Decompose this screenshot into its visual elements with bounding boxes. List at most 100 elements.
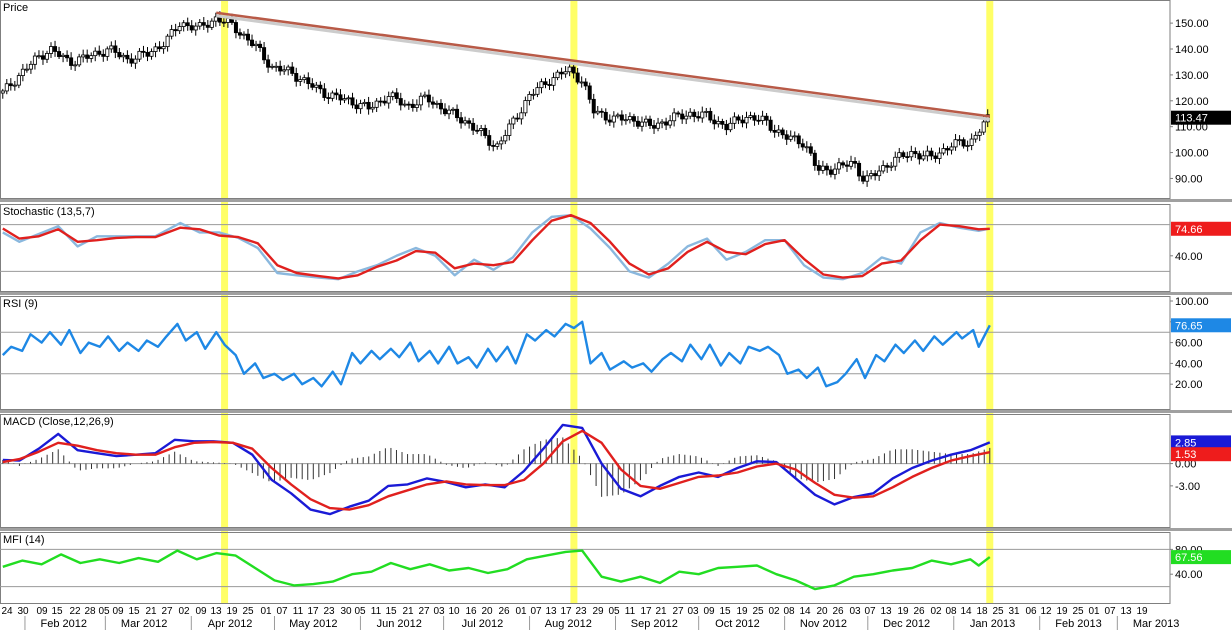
candle-body-56 bbox=[225, 17, 230, 23]
x-day-tick-51: 20 bbox=[816, 606, 828, 617]
candle-body-174 bbox=[700, 111, 705, 119]
x-day-tick-10: 27 bbox=[161, 606, 173, 617]
x-day-tick-28: 10 bbox=[448, 606, 460, 617]
candle-body-199 bbox=[800, 143, 805, 148]
candle-body-12 bbox=[49, 46, 54, 54]
candle-body-163 bbox=[656, 122, 661, 129]
series-line-1-1 bbox=[2, 214, 990, 280]
candle-body-81 bbox=[326, 97, 331, 99]
candle-body-13 bbox=[53, 46, 58, 52]
candle-body-188 bbox=[756, 119, 761, 122]
y-tick-label-1-0: 40.00 bbox=[1175, 251, 1203, 263]
candle-body-179 bbox=[720, 121, 725, 125]
x-day-tick-30: 20 bbox=[481, 606, 493, 617]
candle-body-194 bbox=[780, 129, 785, 136]
candle-body-86 bbox=[346, 97, 351, 100]
candle-body-140 bbox=[563, 71, 568, 75]
candle-body-65 bbox=[262, 47, 267, 61]
candle-body-226 bbox=[909, 151, 914, 158]
y-tick-label-2-2: 60.00 bbox=[1175, 338, 1203, 350]
x-day-tick-55: 13 bbox=[880, 606, 892, 617]
candle-body-49 bbox=[197, 22, 202, 27]
x-day-tick-16: 01 bbox=[260, 606, 272, 617]
stochastic-last-value-bg bbox=[1171, 221, 1231, 236]
candle-body-185 bbox=[744, 116, 749, 124]
candle-body-103 bbox=[414, 104, 419, 108]
candle-body-1 bbox=[4, 83, 9, 92]
candle-body-35 bbox=[141, 50, 146, 53]
candle-body-219 bbox=[881, 165, 886, 172]
candle-body-203 bbox=[816, 165, 821, 171]
stochastic-last-value: 74.66 bbox=[1175, 224, 1203, 236]
candle-body-131 bbox=[527, 93, 532, 101]
candle-body-55 bbox=[221, 21, 226, 24]
candle-body-143 bbox=[575, 72, 580, 83]
candle-body-72 bbox=[290, 66, 295, 74]
candle-body-60 bbox=[241, 33, 246, 36]
x-day-tick-36: 23 bbox=[575, 606, 587, 617]
candle-body-70 bbox=[282, 69, 287, 72]
x-month-label-10: Dec 2012 bbox=[883, 618, 930, 630]
candle-body-24 bbox=[97, 50, 102, 55]
candle-body-43 bbox=[173, 29, 178, 32]
candle-body-148 bbox=[595, 110, 600, 114]
candle-body-15 bbox=[61, 54, 66, 57]
x-day-tick-21: 30 bbox=[340, 606, 352, 617]
candle-body-38 bbox=[153, 46, 158, 52]
candle-body-78 bbox=[314, 84, 319, 88]
candle-body-71 bbox=[286, 66, 291, 71]
candle-body-45 bbox=[181, 22, 186, 27]
candle-body-166 bbox=[668, 120, 673, 126]
x-day-tick-19: 17 bbox=[307, 606, 319, 617]
candle-body-76 bbox=[306, 77, 311, 85]
x-day-tick-71: 19 bbox=[1136, 606, 1148, 617]
candle-body-112 bbox=[451, 108, 456, 111]
candle-body-68 bbox=[274, 65, 279, 68]
candle-body-232 bbox=[933, 155, 938, 159]
candle-body-170 bbox=[684, 115, 689, 120]
x-day-tick-20: 23 bbox=[323, 606, 335, 617]
x-month-label-11: Jan 2013 bbox=[970, 618, 1015, 630]
y-tick-label-2-4: 20.00 bbox=[1175, 379, 1203, 391]
x-day-tick-58: 02 bbox=[930, 606, 942, 617]
x-day-tick-17: 07 bbox=[276, 606, 288, 617]
candle-body-98 bbox=[394, 92, 399, 99]
candle-body-113 bbox=[455, 108, 460, 119]
y-tick-label-0-5: 140.00 bbox=[1175, 44, 1209, 56]
candle-body-169 bbox=[680, 113, 685, 120]
x-month-label-2: Apr 2012 bbox=[208, 618, 253, 630]
candle-body-241 bbox=[969, 138, 974, 146]
candle-body-123 bbox=[495, 143, 500, 147]
candle-body-149 bbox=[599, 110, 604, 113]
candle-body-190 bbox=[764, 115, 769, 121]
x-day-tick-2: 09 bbox=[36, 606, 48, 617]
mfi-last-value: 67.56 bbox=[1175, 552, 1203, 564]
panel-title-0: Price bbox=[3, 2, 28, 14]
candle-body-130 bbox=[523, 100, 528, 114]
candle-body-233 bbox=[937, 152, 942, 159]
candle-body-135 bbox=[543, 81, 548, 85]
x-day-tick-3: 15 bbox=[51, 606, 63, 617]
x-day-tick-54: 07 bbox=[864, 606, 876, 617]
candle-body-116 bbox=[467, 120, 472, 124]
candle-body-105 bbox=[422, 94, 427, 97]
x-day-tick-5: 28 bbox=[84, 606, 96, 617]
candle-body-198 bbox=[796, 135, 801, 145]
candle-body-23 bbox=[93, 50, 98, 57]
candle-body-50 bbox=[201, 22, 206, 26]
candle-body-83 bbox=[334, 92, 339, 96]
y-tick-label-3-1: -3.00 bbox=[1175, 481, 1200, 493]
y-tick-label-2-3: 40.00 bbox=[1175, 358, 1203, 370]
x-day-tick-23: 11 bbox=[371, 606, 382, 617]
highlight-column-2 bbox=[986, 0, 994, 604]
x-day-tick-31: 26 bbox=[498, 606, 510, 617]
candle-body-181 bbox=[728, 122, 733, 131]
candle-body-237 bbox=[953, 139, 958, 148]
candle-body-234 bbox=[941, 148, 946, 154]
candle-body-172 bbox=[692, 111, 697, 117]
x-day-tick-49: 08 bbox=[783, 606, 795, 617]
candle-body-79 bbox=[318, 84, 323, 90]
candle-body-114 bbox=[459, 117, 464, 124]
x-day-tick-69: 07 bbox=[1104, 606, 1116, 617]
x-month-label-4: Jun 2012 bbox=[377, 618, 422, 630]
